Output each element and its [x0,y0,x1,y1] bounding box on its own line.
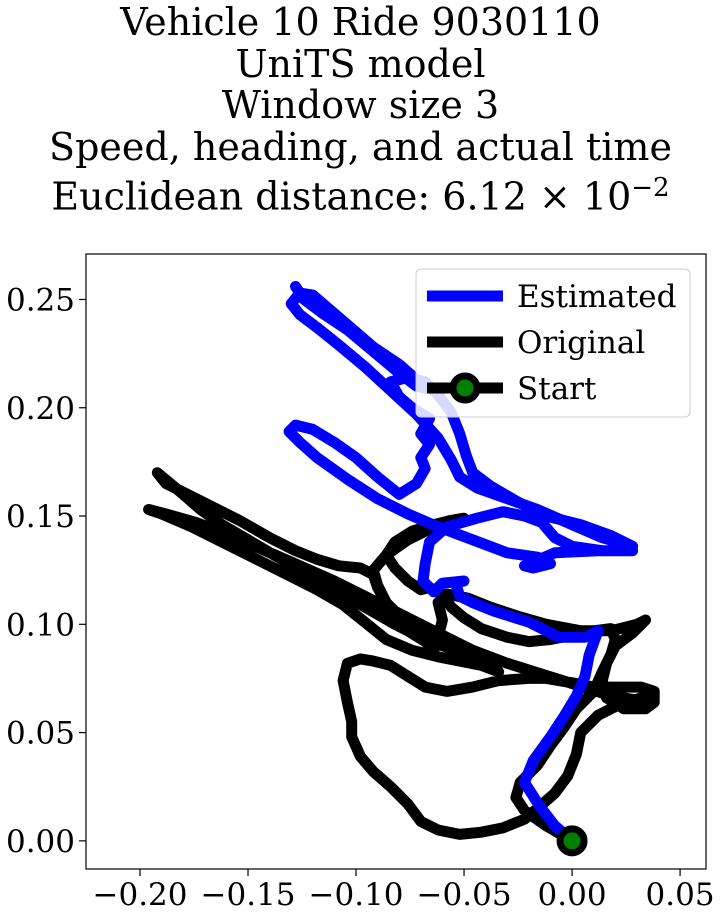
distance-mantissa: 6.12 [442,174,527,219]
title-line-5: Euclidean distance: 6.12 × 10−2 [0,168,721,218]
y-tick-label: 0.20 [6,391,75,427]
y-tick-label: 0.05 [6,716,75,752]
series-layer [143,281,660,857]
x-tick-label: −0.05 [417,877,512,913]
legend: Estimated Original Start [415,268,691,418]
legend-start-marker [449,372,481,404]
x-tick-label: 0.00 [538,877,607,913]
title-line-3: Window size 3 [221,83,500,127]
plot-frame [85,253,707,870]
legend-box [415,268,691,418]
title-line-2: UniTS model [235,41,486,86]
x-tick-label: −0.15 [201,877,296,913]
y-axis: 0.00 0.05 0.10 0.15 0.20 0.25 [6,282,86,860]
x-tick-label: −0.20 [93,877,188,913]
distance-times: × 10 [526,174,632,219]
series-estimated [283,281,639,847]
legend-label-original: Original [517,325,645,361]
y-tick-label: 0.15 [6,499,75,535]
x-tick-label: −0.10 [309,877,404,913]
chart-title: Vehicle 10 Ride 9030110 UniTS model Wind… [0,0,721,218]
distance-exponent: −2 [631,173,670,203]
y-tick-label: 0.00 [6,824,75,860]
y-tick-label: 0.10 [6,607,75,643]
title-line-4: Speed, heading, and actual time [49,124,672,169]
legend-label-estimated: Estimated [517,279,676,315]
x-tick-label: 0.05 [646,877,715,913]
legend-label-start: Start [517,371,597,407]
title-line-5-text: Euclidean distance: [51,174,443,219]
title-line-1: Vehicle 10 Ride 9030110 [120,0,601,44]
series-original [143,467,660,847]
y-tick-label: 0.25 [6,282,75,318]
x-axis: −0.20 −0.15 −0.10 −0.05 0.00 0.05 [93,869,715,913]
start-marker [556,825,588,857]
